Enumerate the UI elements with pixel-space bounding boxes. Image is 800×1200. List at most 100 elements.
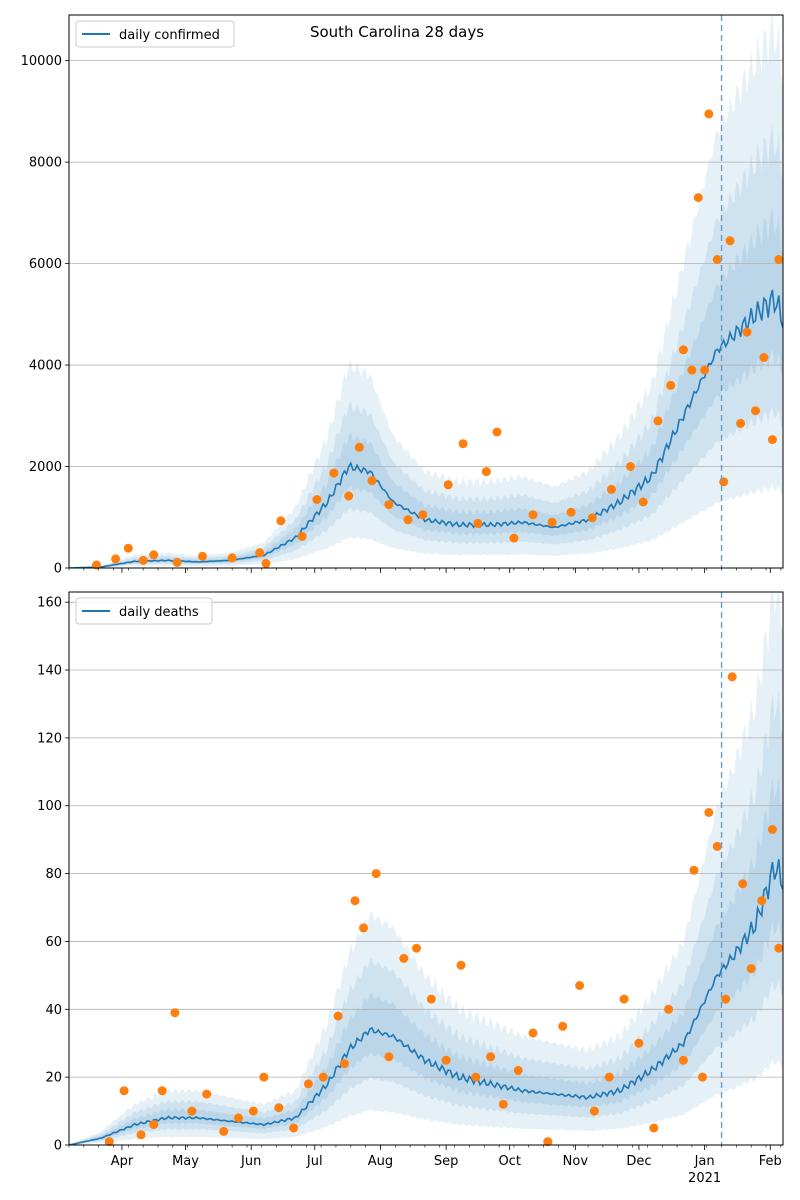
y-tick-label-10000: 10000 xyxy=(21,54,62,69)
observed-point xyxy=(736,418,746,428)
observed-point xyxy=(543,1137,553,1147)
y-tick-label-160: 160 xyxy=(37,596,62,611)
x-tick-label-apr: Apr xyxy=(111,1154,134,1169)
deaths-axes: 0 20 40 60 80 100 120 140 160 Apr May Jun Jul Aug Sep O… xyxy=(37,591,784,1186)
observed-point xyxy=(276,516,286,526)
observed-point xyxy=(704,808,714,817)
confirmed-legend: daily confirmed xyxy=(75,20,235,48)
observed-point xyxy=(687,365,697,375)
observed-point xyxy=(725,236,735,246)
uncertainty-band-1 xyxy=(69,592,783,1145)
x-tick-label-dec: Dec xyxy=(626,1154,651,1169)
observed-point xyxy=(367,476,377,486)
observed-point xyxy=(403,515,413,525)
observed-point xyxy=(202,1089,212,1099)
y-tick-label-60: 60 xyxy=(45,935,62,950)
x-tick-year-label: 2021 xyxy=(688,1171,721,1186)
deaths-panel: 0 20 40 60 80 100 120 140 160 Apr May Jun Jul Aug Sep O… xyxy=(37,591,784,1186)
y-tick-label-120: 120 xyxy=(37,731,62,746)
observed-point xyxy=(187,1106,197,1116)
observed-point xyxy=(333,1011,343,1021)
y-tick-label-2000: 2000 xyxy=(29,460,62,475)
uncertainty-band-2 xyxy=(69,687,783,1145)
observed-point xyxy=(666,380,676,390)
observed-point xyxy=(274,1103,284,1113)
observed-point xyxy=(509,533,519,543)
legend-label-daily-deaths: daily deaths xyxy=(119,605,199,620)
observed-point xyxy=(626,462,635,471)
observed-point xyxy=(138,555,148,565)
observed-point xyxy=(528,510,538,520)
y-tick-label-0: 0 xyxy=(54,562,62,577)
observed-point xyxy=(371,869,381,879)
observed-point xyxy=(384,500,394,510)
observed-point xyxy=(575,981,585,990)
x-tick-label-oct: Oct xyxy=(498,1154,520,1169)
plot-frame xyxy=(68,591,784,1146)
observed-point xyxy=(727,672,737,682)
deaths-series xyxy=(69,859,783,1145)
observed-point xyxy=(170,1008,180,1018)
observed-point xyxy=(92,560,101,570)
observed-point xyxy=(473,518,483,528)
x-tick-label-jul: Jul xyxy=(306,1154,323,1169)
observed-point xyxy=(486,1052,496,1062)
x-tick-label-sep: Sep xyxy=(434,1154,459,1169)
y-tick-label-40: 40 xyxy=(45,1003,62,1018)
y-tick-label-100: 100 xyxy=(37,799,62,814)
observed-point xyxy=(443,480,453,490)
observed-point xyxy=(774,943,784,953)
observed-point xyxy=(751,406,760,416)
observed-point xyxy=(359,923,368,933)
observed-point xyxy=(649,1123,659,1133)
observed-point xyxy=(698,1072,707,1082)
observed-point xyxy=(289,1123,299,1133)
observed-point xyxy=(104,1137,114,1147)
observed-point xyxy=(123,543,133,553)
observed-point xyxy=(712,255,722,264)
observed-point xyxy=(471,1072,481,1082)
y-tick-label-20: 20 xyxy=(45,1071,62,1086)
observed-point xyxy=(678,345,688,355)
y-tick-label-140: 140 xyxy=(37,664,62,679)
observed-point xyxy=(111,554,121,564)
x-tick-label-feb: Feb xyxy=(759,1154,782,1169)
observed-point xyxy=(157,1086,167,1096)
observed-point xyxy=(481,467,491,477)
observed-point xyxy=(638,497,648,507)
observed-point xyxy=(634,1038,644,1048)
observed-point xyxy=(350,896,360,906)
observed-point xyxy=(738,879,748,889)
confirmed-observed-points xyxy=(92,109,784,570)
observed-point xyxy=(604,1072,614,1082)
y-tick-label-80: 80 xyxy=(45,867,62,882)
observed-point xyxy=(297,532,307,541)
observed-point xyxy=(412,943,421,953)
observed-point xyxy=(384,1052,394,1062)
x-tick-label-jun: Jun xyxy=(240,1154,261,1169)
deaths-legend: daily deaths xyxy=(75,597,213,625)
legend-box xyxy=(75,20,235,48)
x-tick-label-may: May xyxy=(172,1154,199,1169)
observed-point xyxy=(742,327,752,337)
observed-point xyxy=(587,513,597,523)
observed-point xyxy=(589,1106,599,1116)
observed-point xyxy=(721,994,731,1004)
confirmed-axes: 0 2000 4000 6000 8000 10000 xyxy=(21,14,784,577)
observed-point xyxy=(619,994,629,1004)
observed-point xyxy=(255,548,265,558)
observed-point xyxy=(759,353,769,362)
uncertainty-band-3 xyxy=(69,773,783,1145)
observed-point xyxy=(441,1055,451,1065)
y-tick-label-6000: 6000 xyxy=(29,257,62,272)
observed-point xyxy=(700,365,710,375)
chart-title: South Carolina 28 days xyxy=(310,23,484,41)
observed-point xyxy=(198,551,207,561)
observed-point xyxy=(456,960,466,970)
observed-point xyxy=(704,109,714,119)
x-tick-label-aug: Aug xyxy=(368,1154,393,1169)
observed-point xyxy=(149,550,159,560)
observed-point xyxy=(259,1072,269,1082)
observed-point xyxy=(513,1065,523,1075)
